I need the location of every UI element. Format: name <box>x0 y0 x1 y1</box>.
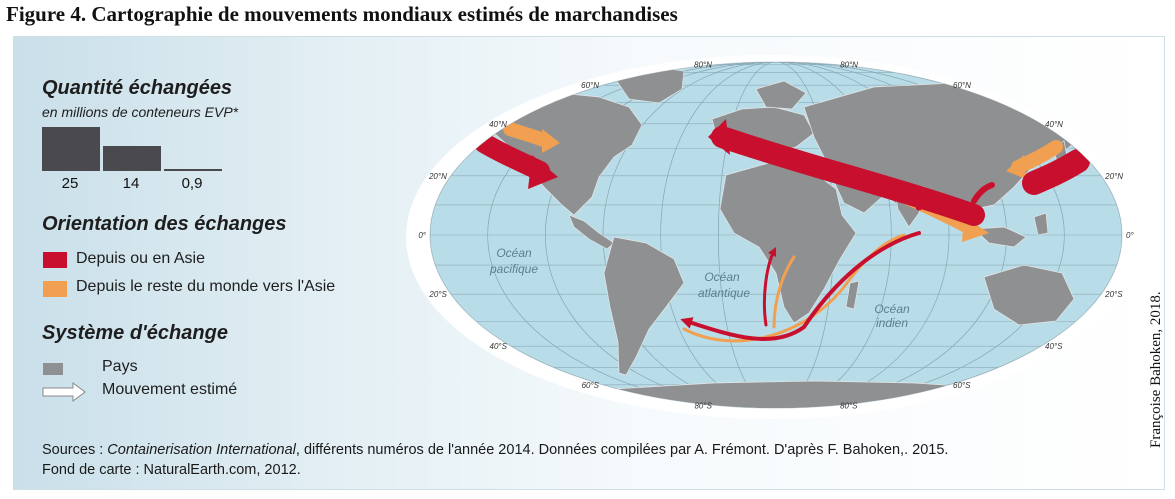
asia-flow-label: Depuis ou en Asie <box>76 250 205 267</box>
flow-red-asia-europe-head <box>708 119 730 155</box>
sources-rest: , différents numéros de l'année 2014. Do… <box>295 442 949 458</box>
country-swatch <box>43 363 63 375</box>
latitude-label: 20°N <box>1104 172 1123 181</box>
central-america <box>568 214 615 250</box>
legend-quantity-subtitle: en millions de conteneurs EVP* <box>42 104 239 120</box>
flows-from-asia <box>474 119 1090 341</box>
white-arrow-icon <box>42 382 86 402</box>
atlantic-ocean-label: Océan atlantique <box>698 270 750 300</box>
latitude-label: 40°N <box>489 120 507 129</box>
flow-red-asia-europe <box>711 126 985 226</box>
latitude-label: 0° <box>1126 231 1134 240</box>
quantity-bar-label: 14 <box>122 175 140 192</box>
legend-orientation-title: Orientation des échanges <box>42 213 287 235</box>
latitude-label: 40°S <box>490 342 508 351</box>
latitude-label: 80°N <box>694 61 712 70</box>
country-label: Pays <box>102 358 138 375</box>
latitude-label: 0° <box>418 231 426 240</box>
quantity-bar <box>42 127 100 171</box>
latitude-label: 20°S <box>428 290 447 299</box>
indian-ocean-label: Océan indien <box>874 302 910 330</box>
flow-red-intra-asia <box>915 195 964 211</box>
figure-title: Figure 4. Cartographie de mouvements mon… <box>6 2 678 26</box>
latitude-label: 60°N <box>953 81 971 90</box>
quantity-bar-label: 25 <box>61 175 79 192</box>
latitude-label: 40°N <box>1045 120 1063 129</box>
asia-flow-swatch <box>43 252 67 268</box>
to-asia-flow-swatch <box>43 281 67 297</box>
southeast-asia-islands <box>973 212 1049 248</box>
flow-red-pacific-west-head <box>528 155 558 189</box>
flow-red-pacific-east <box>1022 149 1090 195</box>
flow-orange-south-africa <box>682 233 906 343</box>
sources-prefix: Sources : <box>42 442 108 458</box>
scandinavia <box>755 80 807 110</box>
author-credit: Françoise Bahoken, 2018. <box>1148 291 1164 448</box>
flow-orange-pacific-west-head <box>542 129 560 153</box>
sources-publication: Containerisation International <box>107 442 296 458</box>
latitude-label: 80°N <box>840 61 858 70</box>
world-map: 80°N 80°N 60°N 60°N 40°N 40°N 20°N 20°N 0° 0° 20°S… <box>406 55 1138 419</box>
pacific-ocean-label: Océan pacifique <box>489 246 538 276</box>
madagascar <box>845 280 860 310</box>
sources-line-1: Sources : Containerisation International… <box>42 440 948 460</box>
latitude-label: 20°N <box>428 172 447 181</box>
flow-red-intra-asia-2 <box>971 182 995 204</box>
flow-orange-atlantic <box>772 255 796 329</box>
legend-quantity-title: Quantité échangées <box>42 77 233 99</box>
latitude-label: 40°S <box>1045 342 1063 351</box>
to-asia-flow-label: Depuis le reste du monde vers l'Asie <box>76 278 336 295</box>
latitude-label: 20°S <box>1104 290 1123 299</box>
figure-panel: 80°N 80°N 60°N 60°N 40°N 40°N 20°N 20°N 0° 0° 20°S… <box>13 36 1165 490</box>
flow-orange-pacific-east-head <box>1006 155 1026 179</box>
sources-note: Sources : Containerisation International… <box>42 440 948 480</box>
ocean-labels: Océan pacifique Océan atlantique Océan indi… <box>489 246 910 330</box>
quantity-bar <box>164 169 222 171</box>
australia <box>983 264 1075 326</box>
movement-label: Mouvement estimé <box>102 381 238 398</box>
latitude-label: 60°N <box>581 81 599 90</box>
latitude-label: 80°S <box>694 401 712 410</box>
latitude-labels: 80°N 80°N 60°N 60°N 40°N 40°N 20°N 20°N 0° 0° 20°S… <box>418 61 1134 411</box>
sources-line-2: Fond de carte : NaturalEarth.com, 2012. <box>42 462 301 478</box>
latitude-label: 60°S <box>582 381 600 390</box>
quantity-bar <box>103 146 161 171</box>
latitude-label: 60°S <box>953 381 971 390</box>
flow-red-atlantic <box>762 246 777 327</box>
south-america <box>603 236 685 376</box>
quantity-bar-label: 0,9 <box>181 175 203 192</box>
flow-red-africa-south <box>680 231 921 341</box>
latitude-label: 80°S <box>840 401 858 410</box>
legend-system-title: Système d'échange <box>42 322 228 344</box>
